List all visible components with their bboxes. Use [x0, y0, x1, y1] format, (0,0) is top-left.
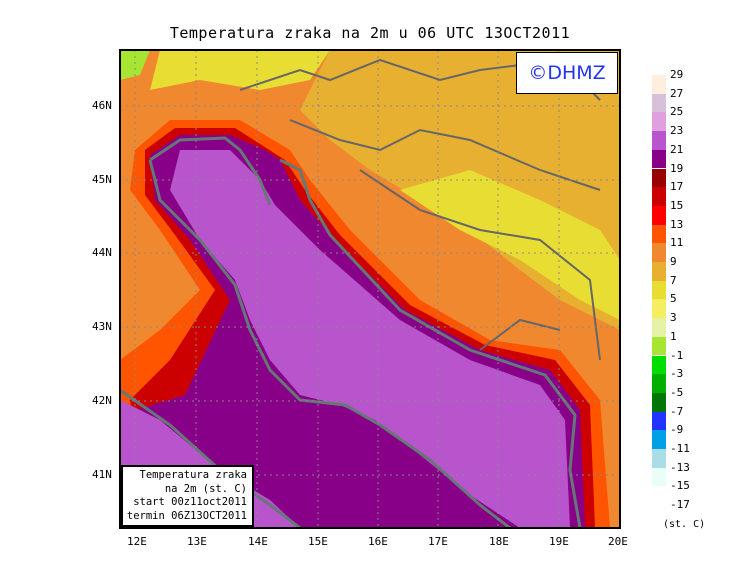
legend-swatch [652, 318, 666, 337]
x-tick: 20E [608, 535, 628, 548]
legend-label: -1 [670, 348, 684, 362]
legend-swatch [652, 449, 666, 468]
y-tick: 43N [92, 320, 112, 333]
legend-unit: (st. C) [663, 519, 706, 530]
map-title: Temperatura zraka na 2m u 06 UTC 13OCT20… [169, 24, 571, 42]
legend-label: 21 [670, 142, 684, 156]
warmer-land-bosnia [400, 170, 620, 320]
legend-label: 19 [670, 161, 684, 175]
x-tick: 19E [549, 535, 569, 548]
alps-green [120, 50, 150, 80]
legend-swatch [652, 131, 666, 150]
legend-swatch [652, 205, 666, 225]
y-tick: 45N [92, 173, 112, 186]
legend-label: -15 [670, 479, 690, 493]
coastline [120, 136, 582, 528]
dhmz-logo: ©DHMZ [516, 52, 618, 94]
legend-label: 29 [670, 68, 684, 81]
legend-label: -11 [670, 442, 690, 455]
legend-swatch [652, 411, 666, 431]
legend-swatch [652, 75, 666, 94]
info-box: Temperatura zraka na 2m (st. C) start 00… [121, 465, 254, 527]
legend-label: -13 [670, 460, 690, 474]
y-tick: 44N [92, 246, 112, 259]
x-tick: 17E [428, 535, 448, 548]
legend-label: 5 [670, 292, 677, 306]
legend-swatch [652, 168, 666, 188]
info-line: start 00z11oct2011 [133, 496, 247, 508]
legend-label: 7 [670, 273, 677, 287]
x-tick: 14E [248, 535, 268, 548]
alps-cool [150, 50, 330, 90]
legend-swatch [652, 262, 666, 281]
info-line: Temperatura zraka [139, 469, 247, 481]
legend-label: 13 [670, 217, 684, 231]
legend-label: -5 [670, 385, 684, 399]
x-tick: 12E [127, 535, 147, 548]
legend-swatch [652, 149, 666, 169]
legend-swatch [652, 224, 666, 244]
y-tick: 41N [92, 468, 112, 481]
legend-swatch [652, 336, 666, 356]
legend-label: 27 [670, 86, 684, 100]
legend-swatch [652, 243, 666, 262]
legend-label: 25 [670, 105, 684, 119]
legend-swatch [652, 392, 666, 412]
x-tick: 18E [489, 535, 509, 548]
info-line: na 2m (st. C) [164, 482, 247, 495]
legend-label: 15 [670, 198, 684, 212]
legend-label: 9 [670, 255, 677, 268]
legend-label: 3 [670, 311, 677, 325]
legend-swatch [652, 93, 666, 113]
legend-swatch [652, 280, 666, 300]
legend-label: -9 [670, 423, 684, 437]
info-line: termin 06Z13OCT2011 [126, 509, 247, 522]
legend-label: 1 [670, 329, 677, 343]
legend-label: -3 [670, 367, 684, 381]
legend-swatch [652, 467, 666, 487]
x-tick: 13E [187, 535, 207, 548]
legend-label: -17 [670, 498, 690, 512]
legend-swatch [652, 430, 666, 449]
x-tick: 16E [368, 535, 388, 548]
legend-swatch [652, 374, 666, 393]
grid-lines [120, 50, 620, 528]
legend-swatch [652, 355, 666, 375]
x-tick: 15E [308, 535, 328, 548]
adriatic-sea [170, 150, 570, 528]
borders [239, 58, 601, 361]
legend-label: 11 [670, 236, 684, 250]
legend-swatch [652, 187, 666, 206]
map-frame [119, 49, 621, 529]
legend-label: -7 [670, 404, 684, 418]
y-tick: 46N [92, 99, 112, 112]
legend-swatch [652, 299, 666, 319]
legend-label: 17 [670, 180, 684, 194]
legend-label: 23 [670, 124, 684, 138]
legend-swatch [652, 112, 666, 132]
y-tick: 42N [92, 394, 112, 407]
